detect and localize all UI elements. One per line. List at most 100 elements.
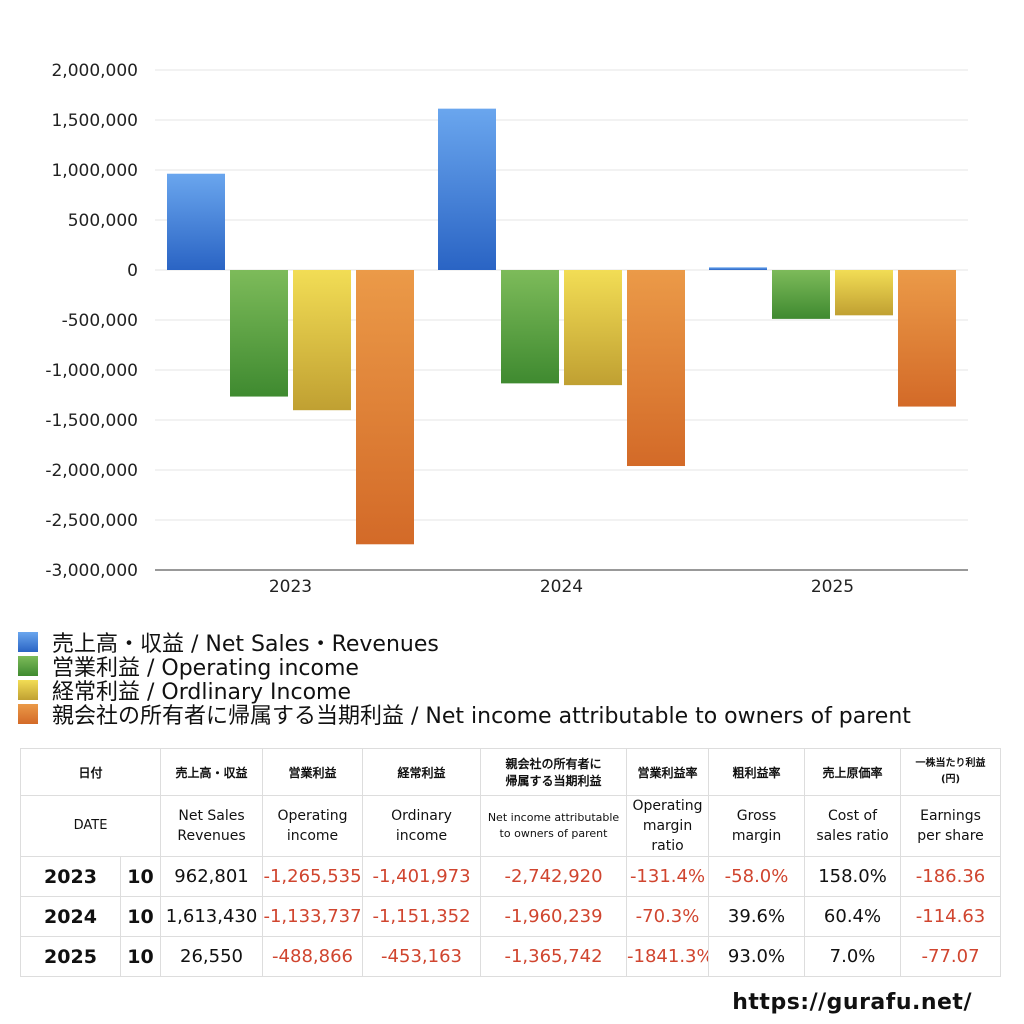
cell-gross: 93.0% — [708, 936, 806, 977]
bar-operating-income-2023 — [230, 270, 288, 397]
header-eps-en-line2: per share — [917, 828, 984, 844]
cell-eps: -114.63 — [900, 896, 1002, 937]
cell-month: 10 — [119, 936, 162, 977]
financial-table: 日付 売上高・収益 営業利益 経常利益 親会社の所有者に 帰属する当期利益 営業利… — [19, 748, 1002, 977]
cell-operating: -1,133,737 — [262, 896, 364, 937]
cell-sales: 1,613,430 — [160, 896, 264, 937]
cell-net: -1,365,742 — [480, 936, 628, 977]
header-operating-jp: 営業利益 — [262, 748, 364, 796]
x-tick-label: 2025 — [811, 577, 854, 597]
bar-net-sales-2025 — [709, 267, 767, 270]
cell-net: -2,742,920 — [480, 856, 628, 897]
bar-operating-income-2025 — [772, 270, 830, 319]
header-sales-en: Net Sales Revenues — [160, 795, 264, 857]
header-cost-en-line2: sales ratio — [816, 828, 889, 844]
header-op-margin-jp: 営業利益率 — [626, 748, 710, 796]
cell-op-margin: -1841.3% — [626, 936, 710, 977]
legend-label-net-income: 親会社の所有者に帰属する当期利益 / Net income attributab… — [52, 704, 911, 729]
table-row: 2023 10 962,801 -1,265,535 -1,401,973 -2… — [20, 856, 1002, 897]
y-tick-label: -3,000,000 — [45, 561, 138, 581]
header-op-margin-en-line3: ratio — [651, 838, 684, 854]
header-ordinary-en-line1: Ordinary — [391, 808, 452, 824]
y-tick-label: 1,000,000 — [51, 161, 138, 181]
legend-item-operating-income: 営業利益 / Operating income — [18, 654, 1018, 681]
bar-net-income-2023 — [356, 270, 414, 545]
header-gross-en: Gross margin — [708, 795, 806, 857]
table-header-jp: 日付 売上高・収益 営業利益 経常利益 親会社の所有者に 帰属する当期利益 営業利… — [19, 748, 1002, 796]
header-eps-en-line1: Earnings — [920, 808, 981, 824]
y-tick-label: -2,500,000 — [45, 511, 138, 531]
bar-operating-income-2024 — [501, 270, 559, 384]
bar-net-sales-2024 — [438, 108, 496, 270]
header-net-jp-line1: 親会社の所有者に — [505, 757, 602, 771]
header-operating-en: Operating income — [262, 795, 364, 857]
header-ordinary-jp: 経常利益 — [362, 748, 482, 796]
y-tick-label: -1,500,000 — [45, 411, 138, 431]
header-ordinary-en: Ordinary income — [362, 795, 482, 857]
header-eps-jp-line2: (円) — [940, 774, 961, 785]
cell-year: 2025 — [20, 936, 121, 977]
cell-gross: 39.6% — [708, 896, 806, 937]
cell-operating: -1,265,535 — [262, 856, 364, 897]
cell-year: 2023 — [20, 856, 121, 897]
header-operating-en-line2: income — [286, 828, 339, 844]
cell-sales: 962,801 — [160, 856, 264, 897]
header-gross-jp: 粗利益率 — [708, 748, 806, 796]
cell-operating: -488,866 — [262, 936, 364, 977]
header-op-margin-en-line2: margin — [642, 818, 693, 834]
header-cost-en-line1: Cost of — [827, 808, 878, 824]
cell-cost: 60.4% — [804, 896, 902, 937]
bar-ordinary-income-2024 — [564, 270, 622, 386]
legend-item-net-sales: 売上高・収益 / Net Sales・Revenues — [18, 630, 1018, 657]
bar-ordinary-income-2023 — [293, 270, 351, 411]
cell-month: 10 — [119, 856, 162, 897]
x-axis-tick-labels: 2023 2024 2025 — [269, 577, 854, 597]
y-tick-label: 0 — [127, 261, 138, 281]
header-operating-en-line1: Operating — [277, 808, 348, 824]
header-net-en-line2: to owners of parent — [499, 827, 608, 840]
y-tick-label: -2,000,000 — [45, 461, 138, 481]
y-tick-label: -1,000,000 — [45, 361, 138, 381]
header-date-en: DATE — [19, 795, 162, 857]
x-tick-label: 2024 — [540, 577, 583, 597]
cell-cost: 158.0% — [804, 856, 902, 897]
header-sales-en-line1: Net Sales — [178, 808, 245, 824]
cell-eps: -186.36 — [900, 856, 1002, 897]
cell-ordinary: -1,151,352 — [362, 896, 482, 937]
legend-label-net-sales: 売上高・収益 / Net Sales・Revenues — [52, 632, 439, 657]
header-op-margin-en: Operating margin ratio — [626, 795, 710, 857]
header-net-en-line1: Net income attributable — [487, 811, 620, 824]
cell-month: 10 — [119, 896, 162, 937]
cell-op-margin: -131.4% — [626, 856, 710, 897]
bar-chart: 2,000,000 1,500,000 1,000,000 500,000 0 -500,… — [45, 61, 968, 597]
cell-eps: -77.07 — [900, 936, 1002, 977]
bar-net-sales-2023 — [167, 173, 225, 270]
legend-item-net-income: 親会社の所有者に帰属する当期利益 / Net income attributab… — [18, 702, 1018, 729]
y-axis-tick-labels: 2,000,000 1,500,000 1,000,000 500,000 0 -500,… — [45, 61, 138, 581]
bar-net-income-2025 — [898, 270, 956, 407]
header-eps-en: Earnings per share — [900, 795, 1002, 857]
legend-swatch-net-sales — [18, 632, 38, 652]
bar-ordinary-income-2025 — [835, 270, 893, 316]
legend-swatch-net-income — [18, 704, 38, 724]
header-net-en: Net income attributable to owners of pare… — [480, 795, 628, 857]
header-eps-jp: 一株当たり利益 (円) — [900, 748, 1002, 796]
header-sales-jp: 売上高・収益 — [160, 748, 264, 796]
y-tick-label: 2,000,000 — [51, 61, 138, 81]
header-gross-en-line2: margin — [731, 828, 782, 844]
header-net-jp: 親会社の所有者に 帰属する当期利益 — [480, 748, 628, 796]
legend-item-ordinary-income: 経常利益 / Ordlinary Income — [18, 678, 1018, 705]
cell-sales: 26,550 — [160, 936, 264, 977]
cell-year: 2024 — [20, 896, 121, 937]
site-url: https://gurafu.net/ — [732, 990, 972, 1015]
bar-net-income-2024 — [627, 270, 685, 467]
bars — [167, 108, 956, 545]
legend-label-operating-income: 営業利益 / Operating income — [52, 656, 359, 681]
legend-swatch-ordinary-income — [18, 680, 38, 700]
table-row: 2024 10 1,613,430 -1,133,737 -1,151,352 … — [20, 896, 1002, 937]
cell-ordinary: -453,163 — [362, 936, 482, 977]
legend-label-ordinary-income: 経常利益 / Ordlinary Income — [52, 680, 351, 705]
legend: 売上高・収益 / Net Sales・Revenues 営業利益 / Opera… — [18, 630, 1018, 729]
header-net-jp-line2: 帰属する当期利益 — [505, 774, 602, 788]
cell-gross: -58.0% — [708, 856, 806, 897]
